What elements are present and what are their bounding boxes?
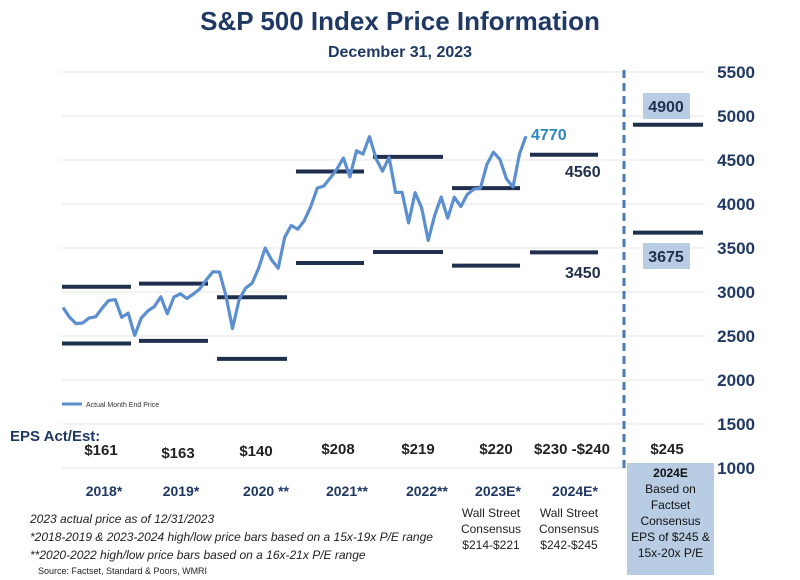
- consensus-2024-line-3: $242-$245: [540, 538, 598, 552]
- gridlines: [62, 71, 704, 469]
- y-tick-label: 2500: [717, 327, 755, 346]
- legend-label: Actual Month End Price: [86, 402, 159, 409]
- high-2024-label: 4560: [565, 164, 601, 181]
- box-2024-line-1: Based on: [645, 482, 696, 496]
- chart-title: S&P 500 Index Price Information: [200, 6, 600, 36]
- eps-2022: $219: [401, 441, 435, 458]
- year-2022: 2022**: [405, 483, 449, 499]
- price-line: [61, 135, 528, 337]
- last-price-label: 4770: [531, 127, 567, 144]
- year-2021: 2021**: [325, 483, 369, 499]
- box-2024-title: 2024E: [653, 466, 688, 480]
- eps-2020: $140: [239, 443, 273, 460]
- note-3: **2020-2022 high/low price bars based on…: [30, 548, 366, 562]
- y-tick-label: 5500: [717, 63, 755, 82]
- consensus-2023-line-1: Wall Street: [461, 506, 521, 520]
- y-tick-label: 2000: [717, 371, 755, 390]
- eps-2024-box: $245: [650, 441, 684, 458]
- y-tick-label: 3000: [717, 283, 755, 302]
- box-low-label: 3675: [648, 249, 684, 266]
- price-line-group: [61, 135, 528, 337]
- y-tick-label: 4500: [717, 151, 755, 170]
- consensus-2023: Wall Street Consensus $214-$221: [446, 505, 536, 553]
- consensus-2023-line-3: $214-$221: [462, 538, 520, 552]
- note-1: 2023 actual price as of 12/31/2023: [30, 512, 215, 526]
- box-2024-line-4: EPS of $245 &: [631, 530, 710, 544]
- eps-header: EPS Act/Est:: [10, 428, 101, 445]
- year-2023: 2023E*: [475, 483, 521, 499]
- y-tick-label: 1000: [717, 459, 755, 478]
- box-2024-line-3: Consensus: [640, 514, 701, 528]
- y-tick-label: 4000: [717, 195, 755, 214]
- box-2024: 2024E Based on Factset Consensus EPS of …: [627, 463, 714, 575]
- consensus-2024-line-1: Wall Street: [539, 506, 599, 520]
- source-note: Source: Factset, Standard & Poors, WMRI: [38, 566, 208, 576]
- label-box-low: [643, 243, 690, 269]
- consensus-2023-line-2: Consensus: [460, 522, 522, 536]
- eps-2023: $220: [479, 441, 513, 458]
- low-2024-label: 3450: [565, 265, 601, 282]
- year-2024: 2024E*: [552, 483, 598, 499]
- box-high-label: 4900: [648, 99, 684, 116]
- year-2018: 2018*: [85, 483, 123, 499]
- consensus-2024-line-2: Consensus: [538, 522, 600, 536]
- y-tick-label: 3500: [717, 239, 755, 258]
- y-axis: 1000 1500 2000 2500 3000 3500 4000 4500 5000 5500: [717, 63, 755, 478]
- note-2: *2018-2019 & 2023-2024 high/low price ba…: [30, 530, 433, 544]
- box-2024-line-5: 15x-20x P/E: [637, 546, 704, 560]
- box-2024-line-2: Factset: [650, 498, 691, 512]
- consensus-2024: Wall Street Consensus $242-$245: [524, 505, 614, 553]
- year-2020: 2020 **: [243, 483, 289, 499]
- label-box-high: [643, 93, 690, 119]
- y-tick-label: 5000: [717, 107, 755, 126]
- eps-2018: $161: [84, 442, 118, 459]
- y-tick-label: 1500: [717, 415, 755, 434]
- eps-2021: $208: [321, 441, 355, 458]
- eps-2024: $230 -$240: [534, 441, 610, 458]
- chart-subtitle: December 31, 2023: [327, 44, 473, 61]
- price-bars: [62, 122, 703, 361]
- legend: Actual Month End Price: [62, 402, 159, 409]
- year-2019: 2019*: [162, 483, 200, 499]
- eps-2019: $163: [161, 445, 195, 462]
